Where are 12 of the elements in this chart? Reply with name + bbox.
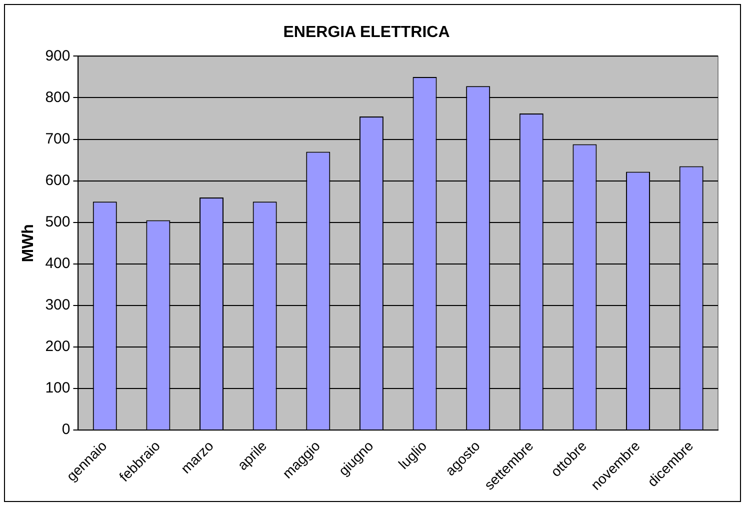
y-tick-label: 0 xyxy=(62,421,70,438)
y-tick-label: 700 xyxy=(45,130,70,148)
y-tick-label: 600 xyxy=(45,172,70,189)
y-tick-label: 800 xyxy=(45,88,70,106)
y-tick-label: 300 xyxy=(45,296,70,314)
y-tick-label: 900 xyxy=(45,47,70,64)
y-axis-title: MWh xyxy=(20,224,38,262)
y-tick-label: 200 xyxy=(45,338,70,356)
chart-title: ENERGIA ELETTRICA xyxy=(283,24,450,42)
y-tick-label: 100 xyxy=(45,380,70,397)
y-tick-label: 500 xyxy=(45,214,70,231)
y-tick-label: 400 xyxy=(45,255,70,272)
